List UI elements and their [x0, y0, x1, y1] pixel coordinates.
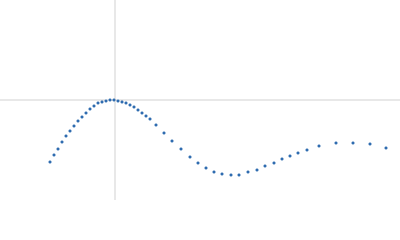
point: [68, 129, 72, 133]
point: [96, 101, 100, 105]
point: [220, 172, 224, 176]
point: [204, 166, 208, 170]
point: [76, 119, 80, 123]
point: [80, 115, 84, 119]
point: [237, 173, 241, 177]
point: [229, 173, 233, 177]
point: [179, 147, 183, 151]
point: [246, 170, 250, 174]
point: [52, 153, 56, 157]
point: [263, 164, 267, 168]
point: [112, 98, 116, 102]
point: [128, 103, 132, 107]
point: [132, 105, 136, 109]
point: [92, 104, 96, 108]
point: [48, 160, 52, 164]
point: [60, 140, 64, 144]
point: [148, 117, 152, 121]
point: [144, 114, 148, 118]
point: [120, 100, 124, 104]
point: [56, 147, 60, 151]
point: [368, 142, 372, 146]
point: [88, 107, 92, 111]
point: [280, 157, 284, 161]
point: [64, 134, 68, 138]
point: [212, 170, 216, 174]
point: [104, 99, 108, 103]
point: [100, 100, 104, 104]
point: [272, 161, 276, 165]
point: [288, 154, 292, 158]
point: [255, 168, 259, 172]
point: [124, 101, 128, 105]
point: [136, 108, 140, 112]
point: [108, 98, 112, 102]
point: [154, 123, 158, 127]
chart: [0, 0, 400, 200]
point: [317, 144, 321, 148]
point: [140, 111, 144, 115]
point: [188, 155, 192, 159]
point: [116, 99, 120, 103]
point: [351, 141, 355, 145]
point: [72, 124, 76, 128]
point: [334, 141, 338, 145]
point: [196, 161, 200, 165]
point: [296, 151, 300, 155]
point: [84, 111, 88, 115]
point: [162, 131, 166, 135]
point: [305, 148, 309, 152]
point: [170, 139, 174, 143]
point: [384, 146, 388, 150]
